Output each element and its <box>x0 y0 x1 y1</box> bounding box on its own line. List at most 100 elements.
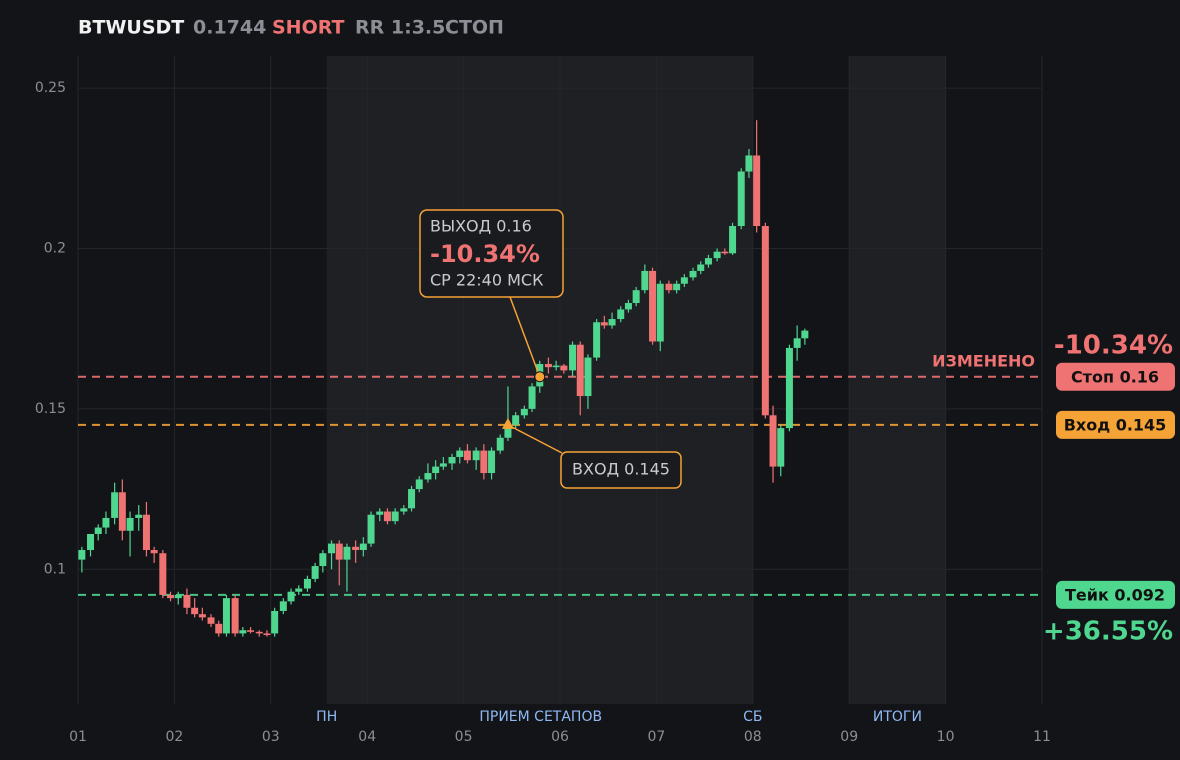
candle-body <box>391 511 399 522</box>
level-percent: +36.55% <box>1043 616 1173 646</box>
x-tick-label: 02 <box>165 729 183 745</box>
candle-body <box>488 450 496 474</box>
level-badge <box>1056 580 1175 609</box>
level-percent: -10.34% <box>1054 330 1173 360</box>
candle-body <box>102 517 110 528</box>
candle-body <box>745 155 753 172</box>
candle-body <box>689 270 697 278</box>
candle-body <box>680 277 688 284</box>
session-region <box>849 56 946 704</box>
candle-body <box>713 251 721 259</box>
candle-body <box>641 270 649 291</box>
candle-body <box>761 226 769 416</box>
candle-body <box>303 578 311 589</box>
candle-body <box>496 437 504 451</box>
candle-body <box>721 251 729 254</box>
x-tick-label: 11 <box>1033 729 1051 745</box>
candle-body <box>432 466 440 474</box>
session-label: ПН <box>316 709 337 725</box>
candle-body <box>456 450 464 457</box>
candle-body <box>222 598 230 634</box>
y-tick-label: 0.15 <box>35 401 66 417</box>
candle-body <box>753 155 761 227</box>
candle-body <box>593 322 601 358</box>
candle-body <box>697 264 705 271</box>
candle-body <box>408 489 416 509</box>
candle-body <box>769 415 777 467</box>
candle-body <box>126 517 134 531</box>
candle-body <box>448 456 456 464</box>
candle-body <box>198 614 206 618</box>
y-tick-label: 0.2 <box>44 240 66 256</box>
session-label: СБ <box>743 709 762 725</box>
candle-body <box>569 344 577 371</box>
candle-body <box>544 363 552 368</box>
candle-body <box>271 610 279 634</box>
candle-body <box>793 338 801 348</box>
candle-body <box>191 607 199 615</box>
x-tick-label: 08 <box>744 729 762 745</box>
candle-body <box>174 594 182 599</box>
candle-body <box>584 357 592 397</box>
y-tick-label: 0.25 <box>35 80 66 96</box>
candle-body <box>480 450 488 474</box>
candle-body <box>319 553 327 567</box>
candle-body <box>150 550 158 554</box>
y-tick-label: 0.1 <box>44 561 66 577</box>
status: СТОП <box>445 17 504 39</box>
price: 0.1744 <box>193 17 266 39</box>
level-label: Тейк 0.092 <box>1065 585 1165 604</box>
side: SHORT <box>272 17 345 39</box>
exit-box <box>419 209 564 298</box>
candle-body <box>801 330 809 339</box>
candle-body <box>424 473 432 480</box>
candle-body <box>159 553 167 595</box>
candle-body <box>777 428 785 467</box>
exit-percent: -10.34% <box>430 240 540 268</box>
candle-body <box>279 601 287 611</box>
x-tick-label: 05 <box>455 729 473 745</box>
x-tick-label: 09 <box>840 729 858 745</box>
candle-body <box>94 527 102 534</box>
exit-time: СР 22:40 МСК <box>430 271 544 290</box>
candle-body <box>118 492 126 531</box>
x-tick-label: 04 <box>358 729 376 745</box>
entry-label: ВХОД 0.145 <box>572 460 670 479</box>
header: BTWUSDT 0.1744 SHORT RR 1:3.5 СТОП <box>78 17 504 39</box>
candle-body <box>376 511 384 515</box>
exit-label: ВЫХОД 0.16 <box>430 217 532 236</box>
x-tick-label: 01 <box>69 729 87 745</box>
candle-body <box>665 283 673 291</box>
exit-marker <box>534 371 546 383</box>
candle-body <box>656 283 664 342</box>
candle-body <box>472 450 480 461</box>
candle-body <box>632 290 640 304</box>
entry-marker <box>501 417 514 429</box>
candle-body <box>439 463 447 467</box>
candle-body <box>142 514 150 551</box>
risk-reward: RR 1:3.5 <box>355 17 445 39</box>
candle-body <box>576 344 584 397</box>
level-label: Вход 0.145 <box>1064 415 1167 434</box>
candle-body <box>400 508 408 512</box>
candle-body <box>704 258 712 265</box>
x-tick-label: 03 <box>262 729 280 745</box>
x-tick-label: 07 <box>647 729 665 745</box>
level-badge <box>1056 410 1175 439</box>
level-note: ИЗМЕНЕНО <box>932 351 1035 370</box>
candle-body <box>135 514 143 518</box>
candle-body <box>263 633 271 636</box>
candle-body <box>215 623 223 634</box>
candle-body <box>552 365 560 368</box>
level-label: Стоп 0.16 <box>1071 367 1159 386</box>
exit-connector <box>509 296 541 378</box>
candle-body <box>528 386 536 409</box>
level-badge <box>1056 362 1175 391</box>
candle-body <box>359 543 367 551</box>
candle-body <box>383 511 391 522</box>
plot-layer: Стоп 0.16 ИЗМЕНЕНО -10.34% Вход 0.145 Тейк 0… <box>78 120 1175 646</box>
session-label: ПРИЕМ СЕТАПОВ <box>479 709 602 725</box>
candle-body <box>328 543 336 554</box>
session-label: ИТОГИ <box>873 709 922 725</box>
